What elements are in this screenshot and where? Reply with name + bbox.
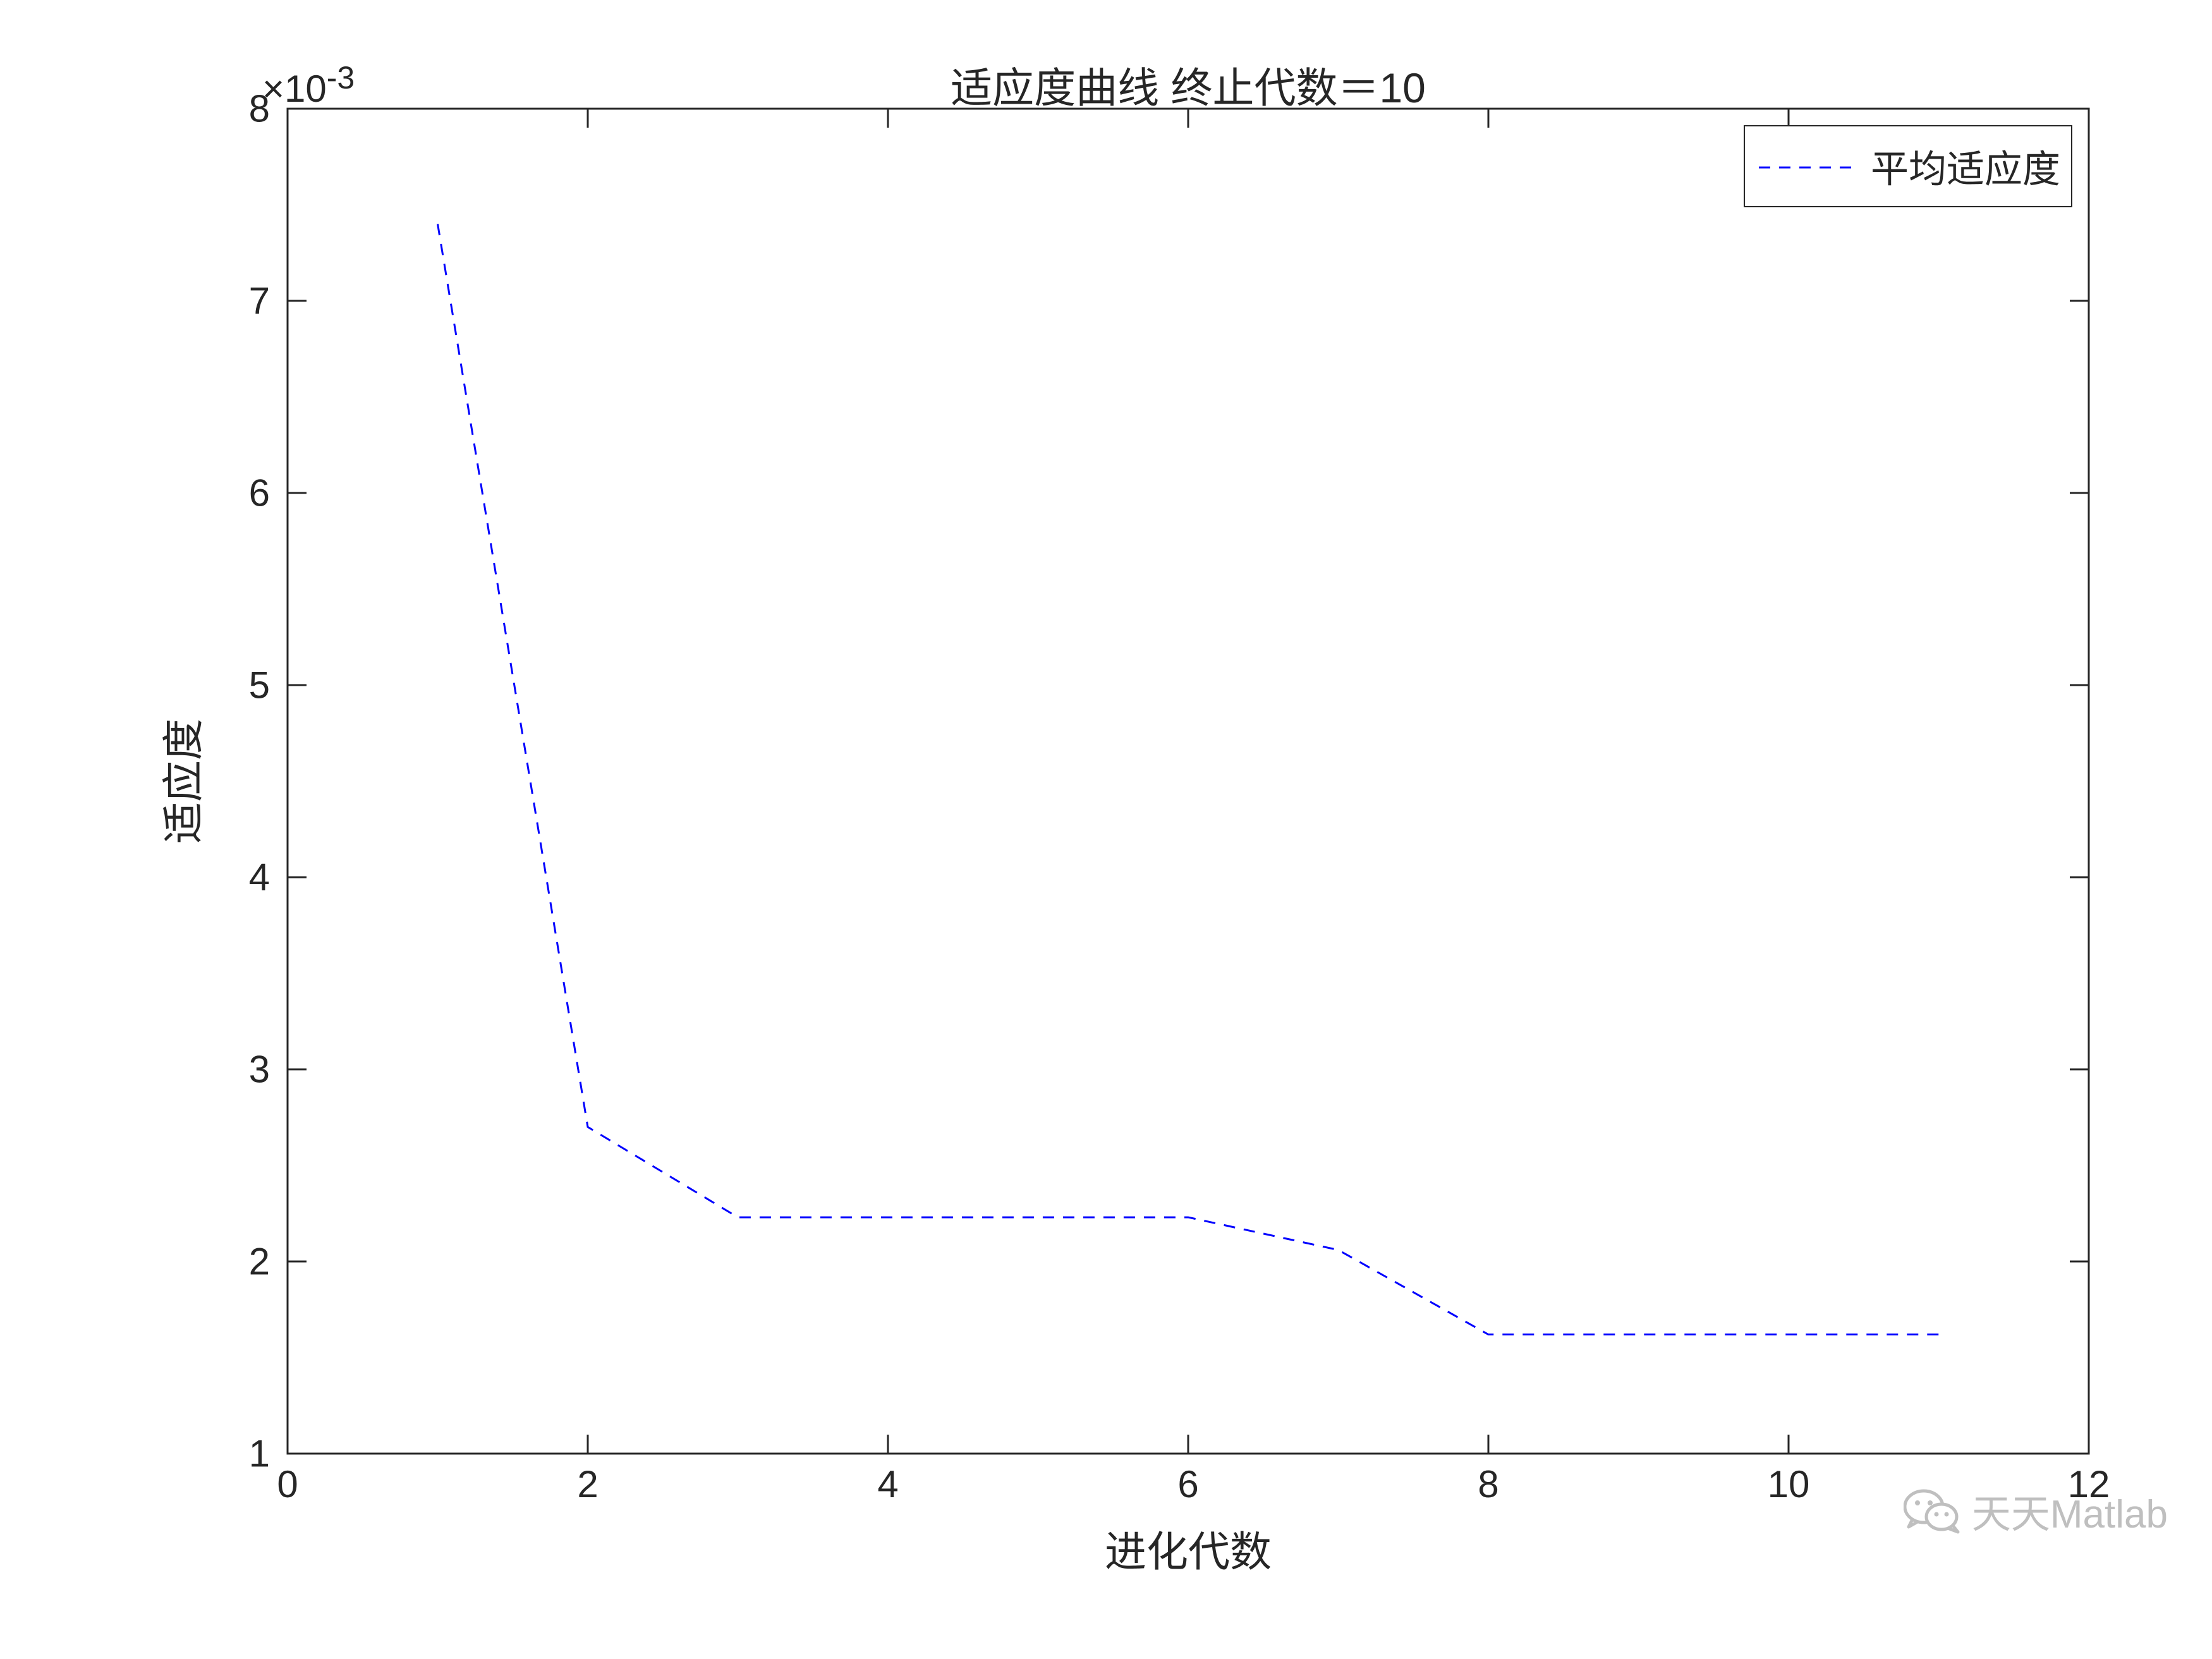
y-tick-label: 4 [249, 856, 270, 899]
x-tick-label: 10 [1768, 1462, 1810, 1506]
figure: 适应度曲线 终止代数＝10 ×10-3 进化代数 适应度 平均适应度 天天Mat… [0, 0, 2212, 1659]
y-tick-label: 7 [249, 279, 270, 323]
y-axis-label: 适应度 [150, 719, 210, 844]
chart-title: 适应度曲线 终止代数＝10 [951, 54, 1426, 115]
x-tick-label: 6 [1177, 1462, 1198, 1506]
y-exponent-label: ×10-3 [262, 59, 355, 111]
y-tick-label: 8 [249, 87, 270, 131]
x-axis-label: 进化代数 [1105, 1518, 1272, 1579]
legend-line-sample [1759, 126, 1857, 209]
x-tick-label: 8 [1478, 1462, 1498, 1506]
y-exponent-sup: -3 [327, 60, 355, 95]
wechat-icon [1904, 1485, 1960, 1536]
y-tick-label: 6 [249, 471, 270, 515]
x-tick-label: 4 [877, 1462, 898, 1506]
legend-item-label: 平均适应度 [1871, 139, 2060, 194]
y-tick-label: 1 [249, 1432, 270, 1476]
y-tick-label: 3 [249, 1048, 270, 1091]
plot-area [288, 109, 2089, 1454]
x-tick-label: 0 [277, 1462, 298, 1506]
y-tick-label: 5 [249, 664, 270, 707]
legend: 平均适应度 [1744, 125, 2072, 207]
y-exponent-base: ×10 [262, 68, 327, 110]
x-tick-label: 12 [2068, 1462, 2110, 1506]
x-tick-label: 2 [577, 1462, 598, 1506]
y-tick-label: 2 [249, 1240, 270, 1284]
watermark: 天天Matlab [1904, 1482, 2168, 1539]
